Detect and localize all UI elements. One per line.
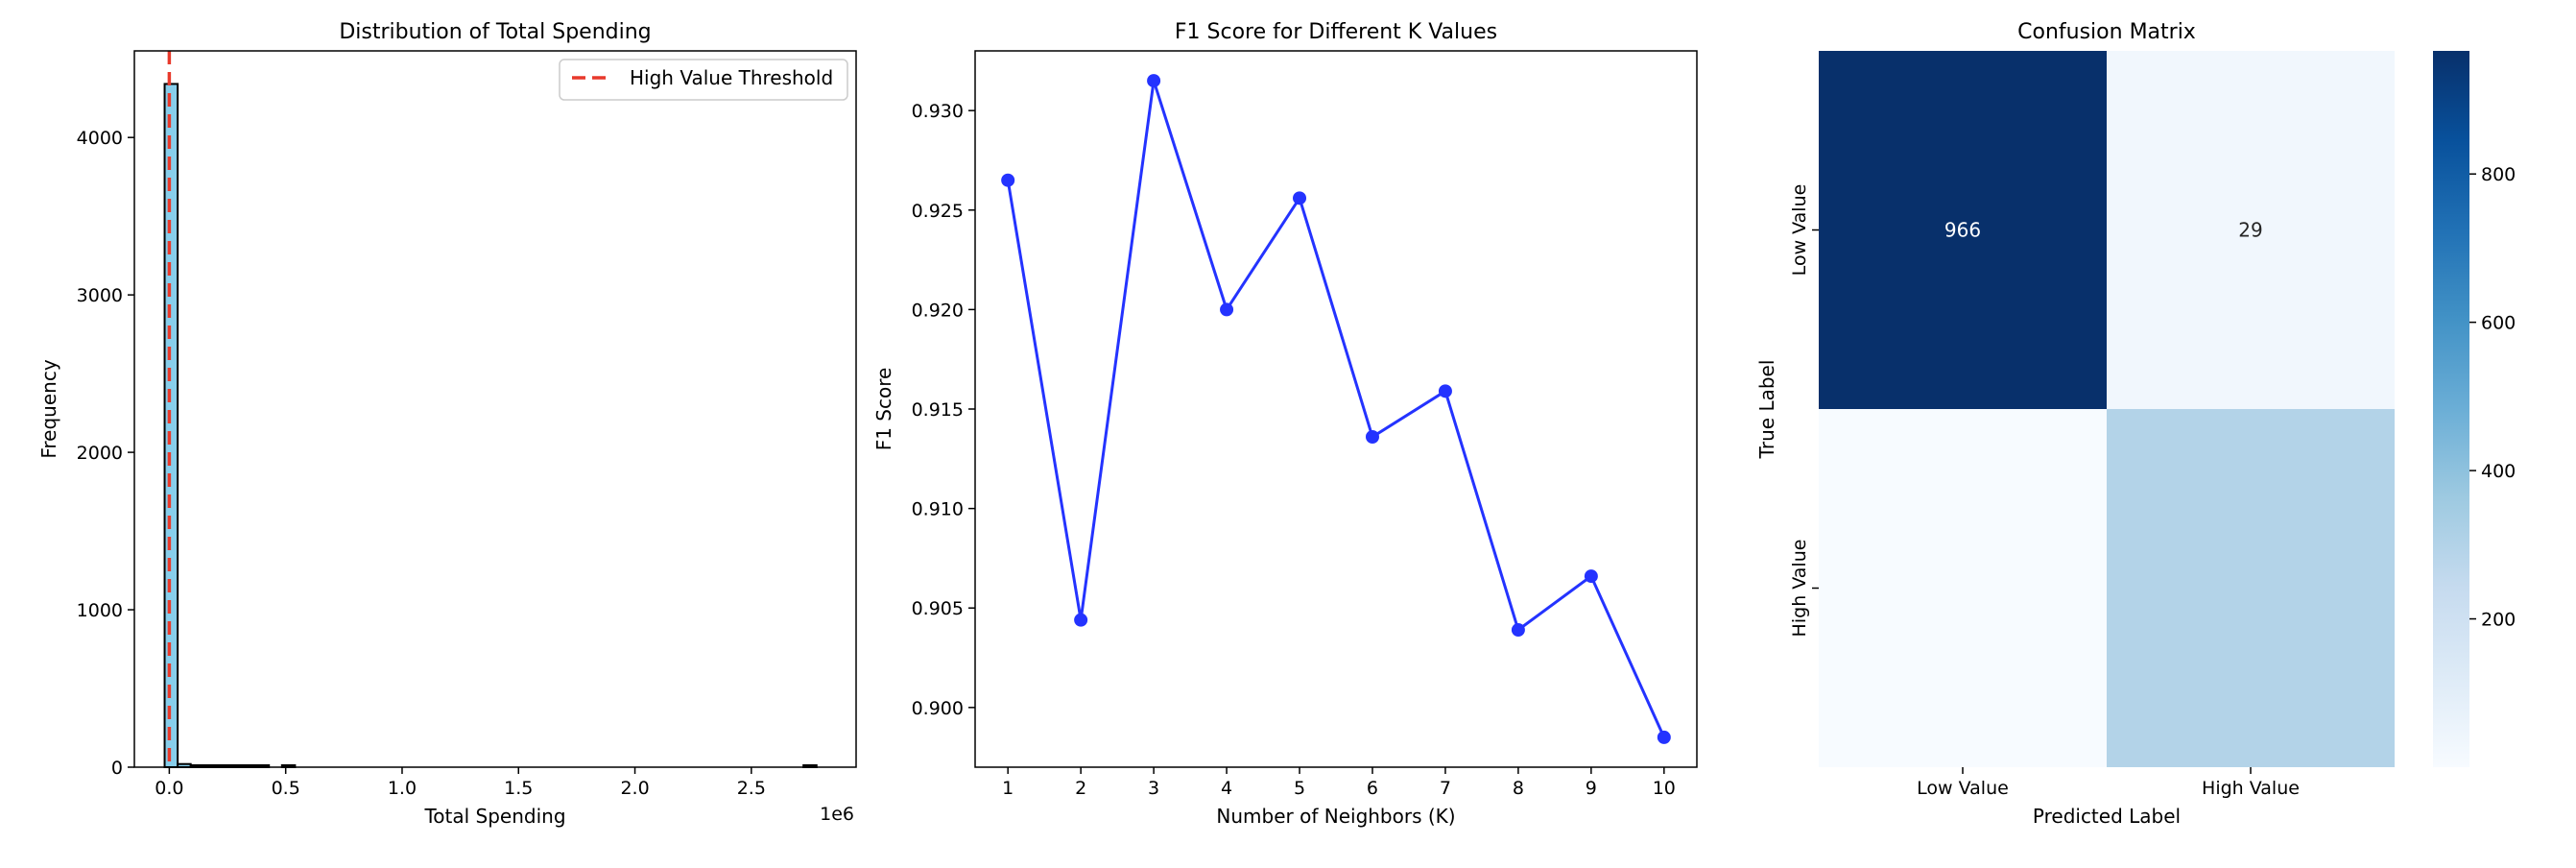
y-tick-label: 3000: [77, 285, 123, 306]
f1-x-ticks: 1 2 3 4 5 6 7 8 9 10: [1002, 767, 1676, 799]
confusion-x-ticks: Low Value High Value: [1917, 767, 2300, 799]
f1-y-ticks: 0.900 0.905 0.910 0.915 0.920 0.925 0.930: [912, 101, 975, 719]
x-tick-label: 8: [1513, 778, 1524, 799]
x-tick-label: High Value: [2202, 778, 2300, 799]
y-tick-label: 0.925: [912, 201, 964, 222]
x-tick-label: 4: [1221, 778, 1232, 799]
x-tick-label: 2.5: [737, 778, 766, 799]
x-tick-label: 1.0: [388, 778, 417, 799]
confusion-y-ticks: Low Value High Value: [1789, 184, 1819, 638]
y-tick-label: High Value: [1789, 540, 1810, 638]
y-tick-label: 0.910: [912, 499, 964, 520]
confusion-cell: [2107, 409, 2395, 767]
f1-point: [1657, 730, 1671, 744]
confusion-cell: [1819, 409, 2107, 767]
cell-annotation: 29: [2238, 219, 2262, 242]
x-tick-label: 2: [1075, 778, 1086, 799]
x-tick-label: 7: [1440, 778, 1451, 799]
f1-point: [1584, 569, 1598, 584]
histogram-xlabel: Total Spending: [423, 805, 565, 828]
y-tick-label: 0.915: [912, 399, 964, 421]
histogram-x-offset: 1e6: [820, 804, 854, 825]
f1-title: F1 Score for Different K Values: [1175, 20, 1497, 44]
x-tick-label: 0.5: [272, 778, 300, 799]
histogram-y-ticks: 0 1000 2000 3000 4000: [77, 128, 134, 779]
cell-annotation: 966: [1944, 219, 1981, 242]
histogram-legend: High Value Threshold: [559, 59, 848, 101]
f1-panel: F1 Score for Different K Values 1 2 3 4 5 6 7 8…: [872, 20, 1698, 828]
y-tick-label: 2000: [77, 443, 123, 464]
f1-point: [1001, 173, 1015, 187]
confusion-annotations: 966 29: [1944, 219, 2263, 242]
f1-axes-frame: [974, 50, 1698, 768]
histogram-panel: Distribution of Total Spending 0.0 0.5 1.0…: [37, 20, 857, 828]
confusion-xlabel: Predicted Label: [2033, 805, 2181, 828]
f1-point: [1438, 384, 1452, 398]
colorbar-tick-label: 200: [2481, 610, 2516, 631]
f1-point: [1074, 613, 1088, 627]
f1-points: [1001, 74, 1671, 744]
x-tick-label: 5: [1294, 778, 1305, 799]
f1-point: [1220, 302, 1234, 317]
y-tick-label: 4000: [77, 128, 123, 149]
f1-point: [1511, 623, 1525, 638]
colorbar-tick-label: 400: [2481, 461, 2516, 482]
f1-point: [1365, 430, 1379, 445]
legend-threshold-label: High Value Threshold: [630, 66, 833, 89]
histogram-ylabel: Frequency: [37, 359, 60, 458]
colorbar-tick-label: 800: [2481, 164, 2516, 185]
f1-ylabel: F1 Score: [872, 368, 895, 451]
f1-point: [1147, 74, 1161, 88]
y-tick-label: 0.920: [912, 300, 964, 321]
x-tick-label: 9: [1586, 778, 1597, 799]
colorbar: [2433, 51, 2469, 767]
confusion-title: Confusion Matrix: [2017, 20, 2196, 44]
confusion-ylabel: True Label: [1755, 360, 1778, 460]
y-tick-label: Low Value: [1789, 184, 1810, 277]
x-tick-label: 3: [1148, 778, 1159, 799]
x-tick-label: 6: [1367, 778, 1378, 799]
f1-xlabel: Number of Neighbors (K): [1216, 805, 1455, 828]
y-tick-label: 1000: [77, 600, 123, 621]
f1-series-line: [1006, 80, 1666, 738]
y-tick-label: 0.900: [912, 698, 964, 719]
y-tick-label: 0: [111, 758, 123, 779]
histogram-title: Distribution of Total Spending: [339, 20, 651, 44]
colorbar-tick-label: 600: [2481, 313, 2516, 334]
histogram-bar: [163, 83, 179, 768]
confusion-cells: [1819, 51, 2395, 767]
x-tick-label: 1: [1002, 778, 1014, 799]
confusion-cell: [1819, 51, 2107, 409]
histogram-axes-frame: [133, 50, 857, 768]
x-tick-label: 10: [1653, 778, 1676, 799]
confusion-cell: [2107, 51, 2395, 409]
colorbar-ticks: 200 400 600 800: [2469, 164, 2516, 631]
y-tick-label: 0.930: [912, 101, 964, 122]
confusion-panel: Confusion Matrix 966 29 Low Value High Val…: [1755, 20, 2516, 828]
legend-frame: [559, 59, 848, 101]
f1-point: [1293, 191, 1307, 205]
x-tick-label: 2.0: [620, 778, 649, 799]
histogram-x-ticks: 0.0 0.5 1.0 1.5 2.0 2.5: [155, 767, 766, 799]
y-tick-label: 0.905: [912, 598, 964, 619]
histogram-bars: [163, 83, 818, 769]
x-tick-label: 1.5: [504, 778, 533, 799]
x-tick-label: Low Value: [1917, 778, 2009, 799]
x-tick-label: 0.0: [155, 778, 183, 799]
